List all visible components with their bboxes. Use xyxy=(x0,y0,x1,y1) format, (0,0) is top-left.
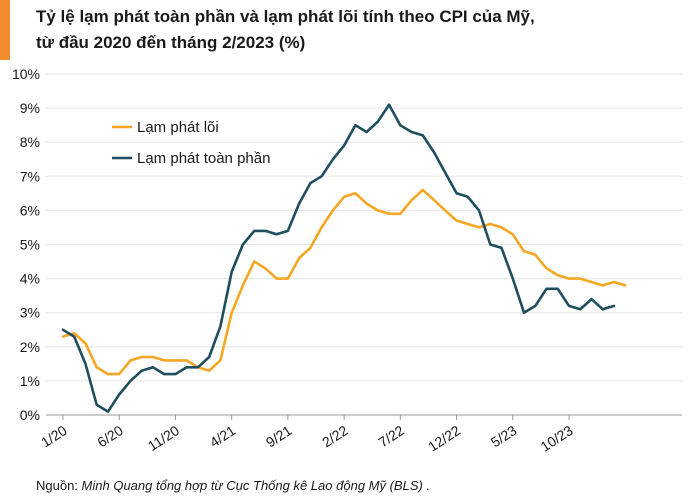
y-tick-label: 1% xyxy=(20,373,40,389)
series-line-core xyxy=(61,188,627,376)
x-tick-label: 11/20 xyxy=(145,422,182,454)
source-text: Minh Quang tổng hợp từ Cục Thống kê Lao … xyxy=(81,478,431,493)
y-tick-label: 3% xyxy=(20,305,40,321)
y-tick-label: 6% xyxy=(20,202,40,218)
x-tick-label: 4/21 xyxy=(207,422,239,450)
source-note: Nguồn: Minh Quang tổng hợp từ Cục Thống … xyxy=(36,478,430,493)
x-tick-label: 7/22 xyxy=(375,422,407,450)
x-tick-label: 9/21 xyxy=(263,422,295,450)
x-tick-label: 5/23 xyxy=(488,422,520,450)
series-lines xyxy=(61,103,627,413)
y-tick-label: 7% xyxy=(20,168,40,184)
title-line-2: từ đầu 2020 đến tháng 2/2023 (%) xyxy=(36,33,306,52)
y-tick-label: 8% xyxy=(20,134,40,150)
series-line-headline xyxy=(61,103,616,413)
y-tick-label: 4% xyxy=(20,271,40,287)
legend-label: Lạm phát toàn phần xyxy=(137,150,270,167)
y-tick-label: 2% xyxy=(20,339,40,355)
legend-label: Lạm phát lõi xyxy=(137,119,219,136)
x-tick-label: 10/23 xyxy=(538,422,576,455)
x-tick-label: 12/22 xyxy=(425,422,463,455)
title-accent-bar xyxy=(0,0,10,60)
y-tick-label: 5% xyxy=(20,237,40,253)
title-line-1: Tỷ lệ lạm phát toàn phần và lạm phát lõi… xyxy=(36,7,535,26)
y-tick-label: 10% xyxy=(12,66,40,82)
x-axis-ticks: 1/20 6/20 11/20 4/21 9/21 2/22 7/22 12/22 5/23 10… xyxy=(38,415,576,455)
y-tick-label: 9% xyxy=(20,100,40,116)
x-tick-label: 2/22 xyxy=(319,422,351,450)
source-prefix: Nguồn: xyxy=(36,478,78,493)
x-tick-label: 6/20 xyxy=(94,422,126,450)
x-tick-label: 1/20 xyxy=(38,422,70,450)
chart-title: Tỷ lệ lạm phát toàn phần và lạm phát lõi… xyxy=(36,4,676,56)
y-tick-label: 0% xyxy=(20,407,40,423)
y-axis-ticks: 0% 1% 2% 3% 4% 5% 6% 7% 8% 9% 10% xyxy=(12,66,40,423)
legend: Lạm phát lõi Lạm phát toàn phần xyxy=(112,119,270,167)
gridlines xyxy=(46,73,682,416)
